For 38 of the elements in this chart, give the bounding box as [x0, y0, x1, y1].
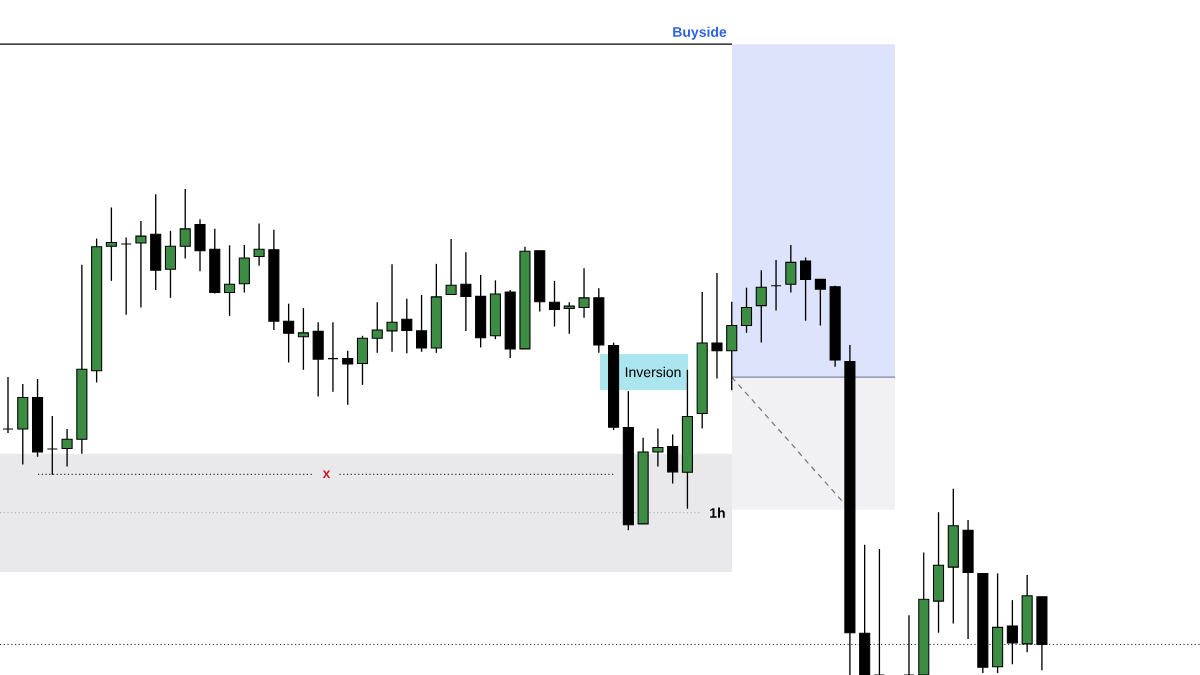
candlestick [445, 238, 457, 296]
candlestick [755, 269, 767, 344]
candlestick [770, 259, 782, 312]
candlestick [223, 244, 236, 317]
candlestick [253, 222, 265, 267]
candlestick [814, 278, 826, 327]
candlestick [105, 206, 117, 282]
candlestick [46, 415, 58, 476]
candlestick [903, 614, 915, 675]
candlestick [371, 301, 383, 354]
candlestick [283, 303, 295, 364]
candlestick [1006, 599, 1018, 665]
candlestick [342, 350, 354, 406]
candlestick [416, 294, 428, 353]
candlestick [800, 256, 812, 322]
candlestick [873, 548, 886, 675]
candlestick [297, 307, 309, 371]
ref-line-label: Buyside [673, 26, 727, 40]
candlestick [740, 286, 753, 334]
candlestick [61, 428, 73, 468]
ref-line-label: 1h [710, 507, 725, 518]
candlestick [386, 263, 398, 353]
candlestick [548, 280, 561, 328]
candlestick [179, 188, 191, 260]
candlestick [120, 236, 132, 316]
candlestick [578, 267, 590, 319]
candlestick [460, 251, 472, 332]
candlestick [711, 272, 723, 380]
candlestick [164, 230, 177, 299]
annotation: Inversion [625, 366, 681, 378]
candlestick [327, 321, 339, 393]
ref-line-label: x [322, 470, 331, 478]
candlestick [652, 427, 664, 468]
candlestick [785, 244, 797, 294]
candlestick [2, 376, 14, 434]
candlestick [563, 301, 575, 335]
candlestick [401, 298, 413, 354]
candlestick [135, 220, 147, 309]
